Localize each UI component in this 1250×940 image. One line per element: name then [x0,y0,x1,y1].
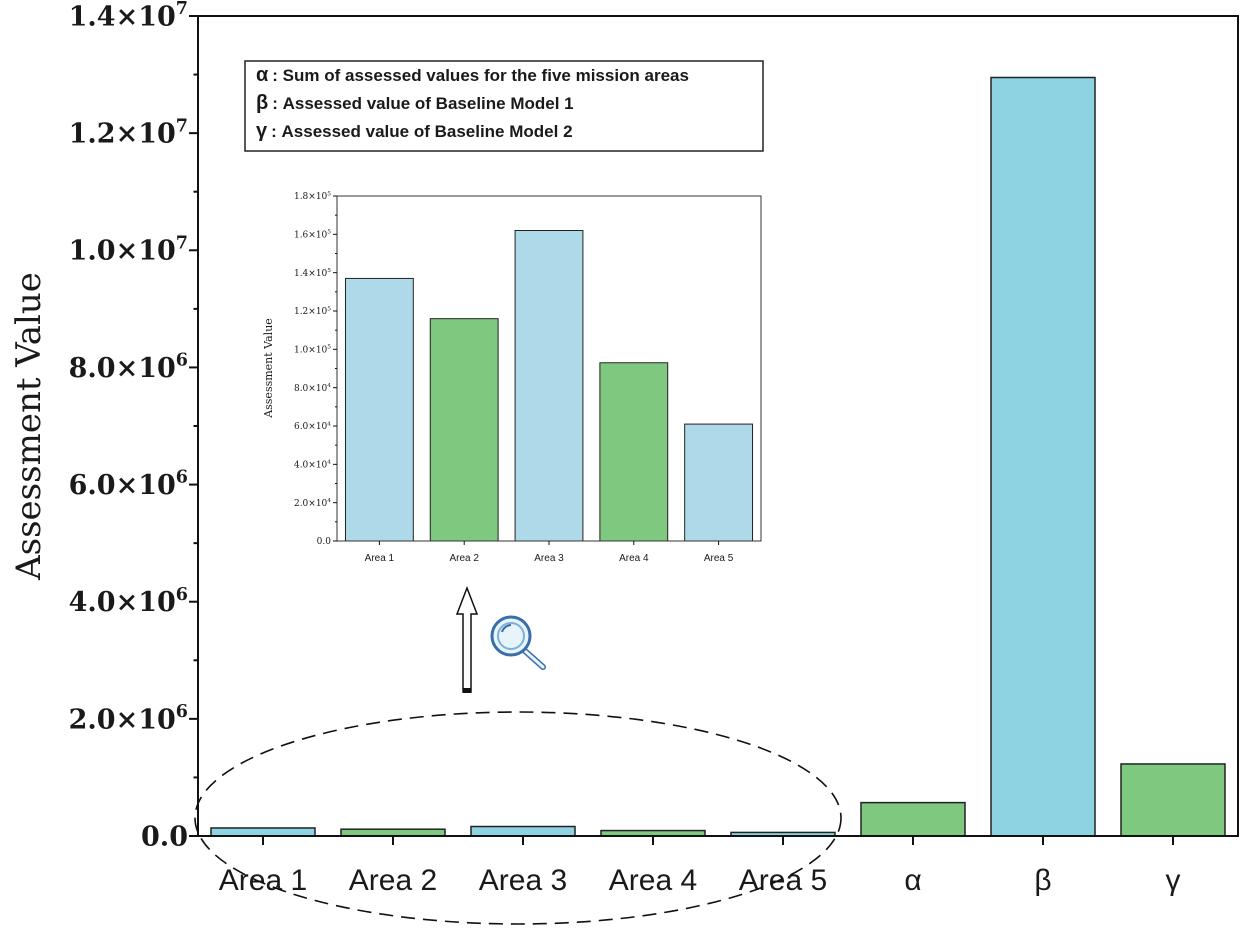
inset-x-tick-label: Area 1 [365,553,395,564]
inset-y-axis: 0.0 2.0×104 4.0×104 6.0×104 8.0×104 1.0×105 1.… [294,191,337,547]
main-x-tick-label: Area 5 [739,864,827,897]
main-x-tick-label: γ [1166,864,1181,897]
inset-y-tick-label: 1.0×105 [294,345,331,356]
inset-bar [684,423,754,542]
main-plot: 0.0 2.0×106 4.0×106 6.0×106 8.0×106 1.0×107 1.… [9,0,1239,897]
main-x-tick-label: Area 3 [479,864,567,897]
main-x-axis: Area 1 Area 2 Area 3 Area 4 Area 5 α β γ [219,836,1181,897]
legend-box [244,60,764,152]
magnifier-icon [490,615,546,670]
inset-y-tick-label: 0.0 [317,537,332,547]
inset-y-tick-label: 4.0×104 [294,460,331,471]
inset-y-axis-label: Assessment Value [262,318,275,419]
main-bar [860,801,966,837]
inset-plot: 0.0 2.0×104 4.0×104 6.0×104 8.0×104 1.0×105 1.… [262,191,762,564]
main-x-tick-label: β [1034,864,1051,897]
main-y-tick-label: 2.0×106 [69,702,188,735]
inset-bar [344,277,414,542]
main-bar [340,828,446,837]
main-x-tick-label: α [904,864,921,897]
inset-y-tick-label: 1.8×105 [294,191,331,202]
inset-x-tick-label: Area 2 [449,553,479,564]
inset-y-tick-label: 6.0×104 [294,421,331,432]
main-x-tick-label: Area 4 [609,864,697,897]
main-bar [470,825,576,837]
inset-bar [599,362,669,542]
inset-x-tick-label: Area 5 [704,553,734,564]
area-highlight-ellipse [194,711,842,925]
legend: α: Sum of assessed values for the five m… [244,60,764,152]
inset-bars [344,230,754,542]
inset-y-tick-label: 1.4×105 [294,268,331,279]
legend-entry: γ: Assessed value of Baseline Model 2 [256,120,573,142]
inset-x-tick-label: Area 3 [534,553,564,564]
legend-entries: α: Sum of assessed values for the five m… [256,64,689,142]
main-y-tick-label: 4.0×106 [69,585,188,618]
inset-bar [429,318,499,542]
inset-y-tick-label: 1.6×105 [294,230,331,241]
main-y-axis: 0.0 2.0×106 4.0×106 6.0×106 8.0×106 1.0×107 1.… [69,0,198,852]
inset-y-tick-label: 1.2×105 [294,306,331,317]
main-bar [1120,763,1226,837]
inset-y-tick-label: 8.0×104 [294,383,331,394]
main-y-tick-label: 0.0 [141,821,188,852]
legend-entry: β: Assessed value of Baseline Model 1 [256,92,574,114]
main-y-tick-label: 8.0×106 [69,351,188,384]
main-bar [210,827,316,837]
main-y-tick-label: 1.0×107 [69,233,188,266]
main-bar [990,76,1096,837]
main-x-tick-label: Area 2 [349,864,437,897]
inset-bar [514,230,584,542]
main-y-tick-label: 1.4×107 [69,0,188,32]
inset-y-tick-label: 2.0×104 [294,498,331,509]
legend-entry: α: Sum of assessed values for the five m… [256,64,689,86]
up-arrow-icon [455,585,479,693]
inset-x-axis: Area 1 Area 2 Area 3 Area 4 Area 5 [365,541,734,564]
main-y-axis-label: Assessment Value [9,272,49,581]
main-y-tick-label: 6.0×106 [69,468,188,501]
inset-x-tick-label: Area 4 [619,553,649,564]
main-x-tick-label: Area 1 [219,864,307,897]
main-y-tick-label: 1.2×107 [69,116,188,149]
main-bars [210,76,1226,837]
